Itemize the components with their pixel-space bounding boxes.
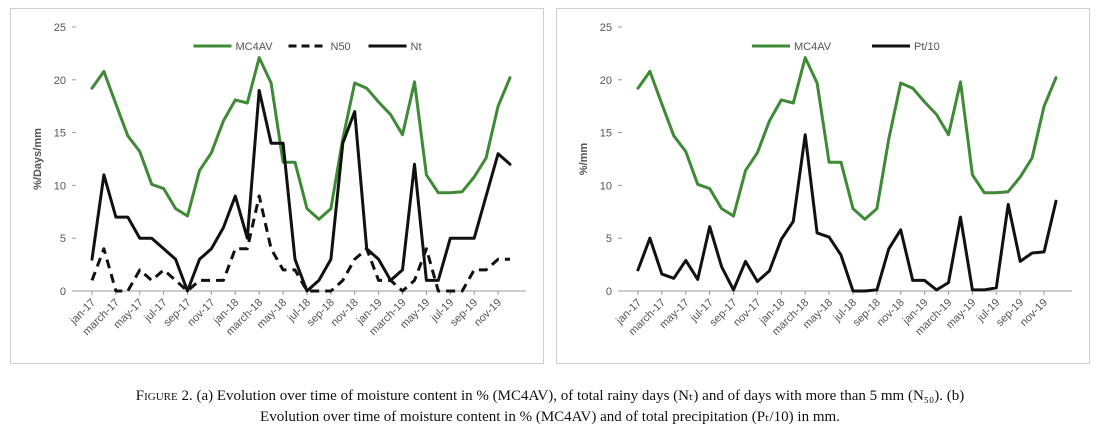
x-tick-label: nov-17 [185,297,217,329]
y-tick-label: 20 [600,75,612,87]
legend-label: Nt [411,41,422,53]
y-tick-label: 5 [60,233,66,245]
y-tick-label: 15 [600,128,612,140]
chart-panel-b: 0 5 10 15 20 25 %/mm jan-17 march-17 may-17 jul-17… [556,8,1090,364]
y-tick-label: 25 [54,22,66,34]
caption-figure-label: Figure [135,388,178,404]
y-tick-label: 0 [606,286,612,298]
x-tick-label: nov-19 [1018,297,1050,329]
y-tick-label: 10 [600,180,612,192]
caption-line-2: Evolution over time of moisture content … [260,409,840,425]
chart-b-svg: 0510152025%/mmjan-17march-17may-17jul-17… [578,22,1072,338]
chart-a-svg: 0510152025%/Days/mmjan-17march-17may-17j… [32,22,526,338]
x-tick-label: nov-18 [329,297,361,329]
legend-label: N50 [331,41,351,53]
y-tick-label: 20 [54,75,66,87]
figure-caption: Figure 2. (a) Evolution over time of moi… [0,386,1100,428]
y-tick-label: 0 [60,286,66,298]
series-line-pt-10 [636,133,1058,293]
x-tick-label: nov-17 [731,297,763,329]
y-tick-label: 25 [600,22,612,34]
legend-label: MC4AV [236,41,274,53]
legend-label: Pt/10 [914,41,940,53]
series-line-nt [90,88,512,293]
series-line-n50 [90,194,510,293]
y-tick-label: 15 [54,128,66,140]
y-tick-label: 5 [606,233,612,245]
y-axis-title: %/Days/mm [32,128,44,190]
x-tick-label: nov-19 [472,297,504,329]
y-tick-label: 10 [54,180,66,192]
series-line-mc4av [90,56,512,221]
y-axis-title: %/mm [578,143,590,176]
caption-line-1: Figure 2. (a) Evolution over time of moi… [0,386,1100,407]
chart-panel-a: 0 5 10 15 20 25 %/Days/mm jan-17 march-17 may-17 j… [10,8,544,364]
caption-text-1: 2. (a) Evolution over time of moisture c… [177,388,965,404]
x-tick-label: nov-18 [875,297,907,329]
legend-label: MC4AV [794,41,832,53]
series-line-mc4av [636,56,1058,221]
